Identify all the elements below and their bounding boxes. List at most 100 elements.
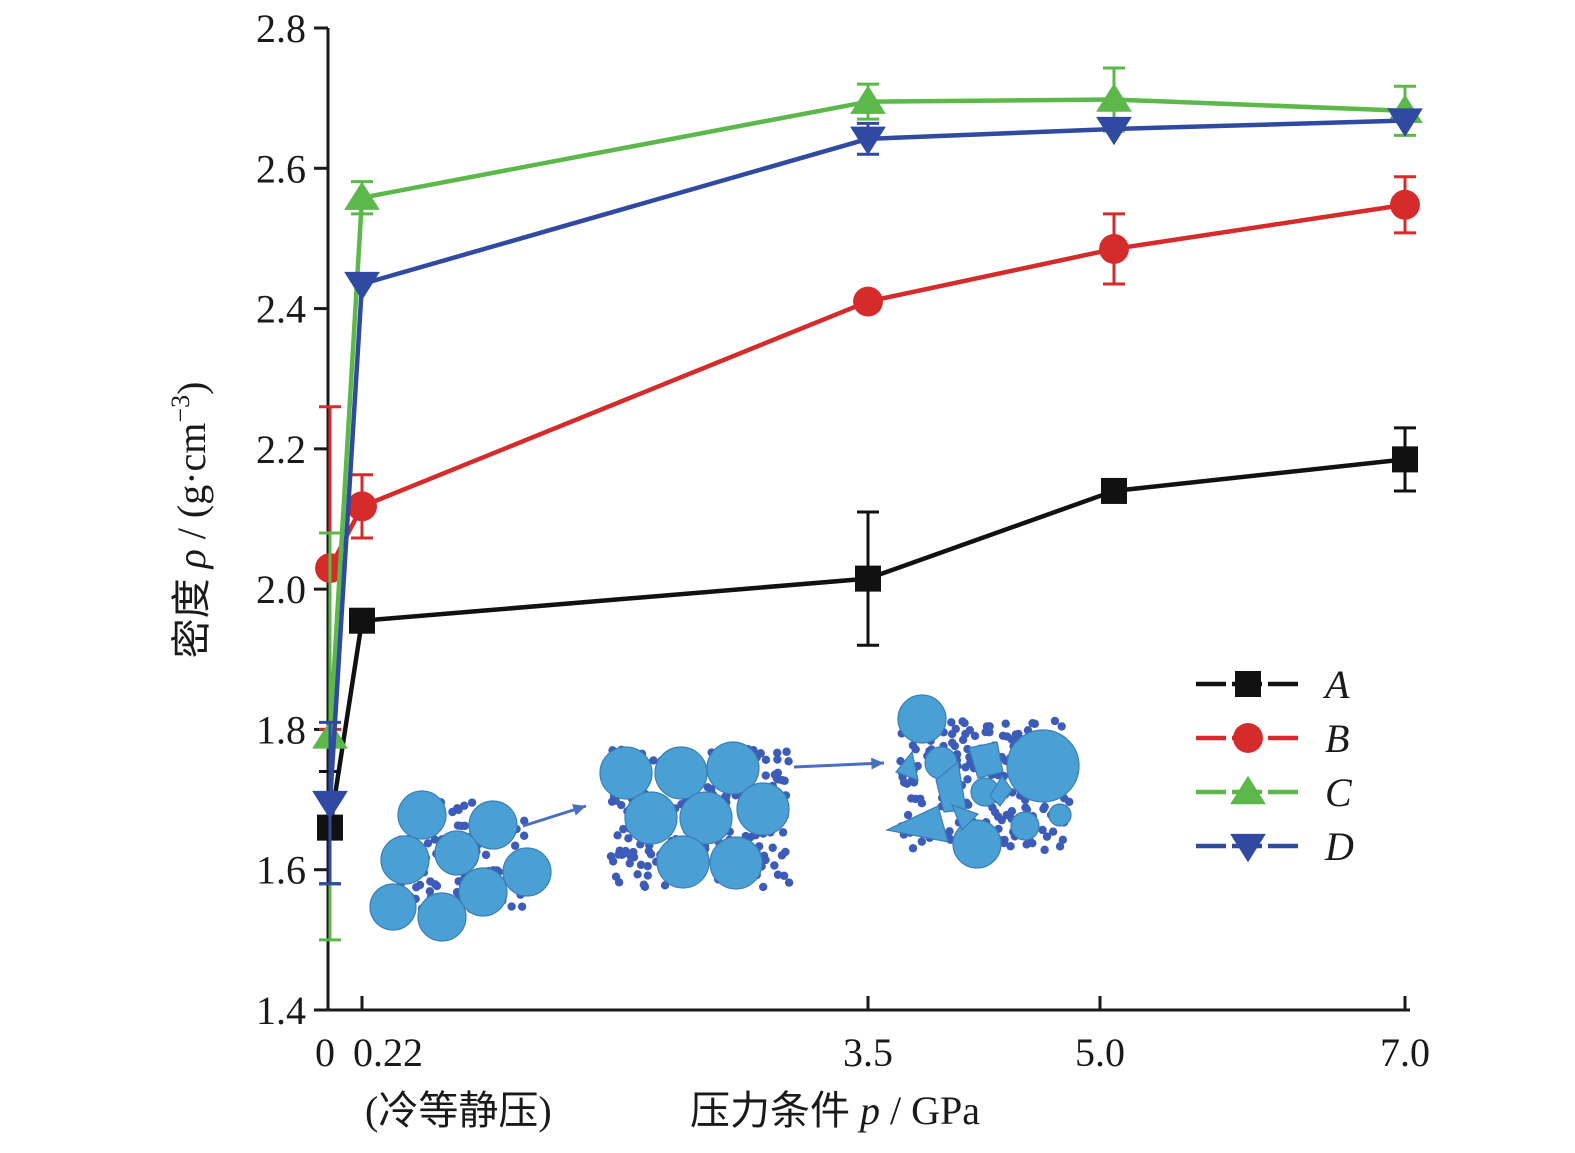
series-line-D	[327, 118, 1406, 804]
small-particle	[1050, 716, 1060, 726]
small-particle	[517, 902, 527, 911]
small-particle	[625, 859, 634, 868]
small-particle	[761, 771, 770, 780]
data-point-C	[1096, 83, 1132, 112]
data-point-B	[1390, 189, 1420, 220]
x-axis-title-symbol: p	[857, 1088, 880, 1133]
small-particle	[456, 821, 466, 831]
y-tick-label: 2.8	[256, 6, 306, 51]
fragment-particle	[885, 805, 949, 843]
small-particle	[1040, 802, 1049, 811]
y-axis-title-group: 密度 ρ / (g·cm−3)	[166, 382, 214, 659]
legend-marker	[1230, 775, 1266, 805]
small-particle	[507, 902, 516, 911]
small-particle	[1006, 842, 1015, 851]
fragment-particle	[989, 774, 1013, 807]
legend-label: C	[1325, 770, 1353, 815]
large-particle	[458, 867, 508, 917]
small-particle	[961, 763, 970, 772]
large-particle	[417, 892, 467, 942]
arrow-shaft	[793, 761, 885, 769]
y-axis-title-prefix: 密度	[169, 578, 214, 658]
small-particle	[412, 883, 421, 892]
large-particle	[434, 830, 480, 876]
y-axis-title-close: )	[169, 382, 214, 395]
small-particle	[945, 827, 954, 836]
legend-item-B: B	[1196, 716, 1349, 761]
data-point-D	[1096, 116, 1132, 146]
small-particle	[425, 887, 435, 896]
small-particle	[773, 870, 783, 879]
small-particle	[948, 738, 957, 747]
small-particle	[778, 828, 788, 837]
small-particle	[636, 860, 646, 870]
series-layer	[312, 66, 1423, 942]
small-particle	[519, 831, 529, 840]
y-tick-label: 2.2	[256, 427, 306, 472]
small-particle	[908, 844, 918, 853]
y-axis-title-unit: / (g·cm	[169, 423, 214, 550]
y-tick-label: 2.6	[256, 146, 306, 191]
small-particle	[965, 726, 975, 735]
small-particle	[639, 880, 649, 889]
small-particle	[621, 846, 630, 856]
legend-item-C: C	[1196, 770, 1353, 815]
y-tick-label: 2.0	[256, 567, 306, 612]
legend-marker	[1235, 671, 1261, 697]
small-particle	[624, 834, 633, 843]
y-tick-label: 1.6	[256, 848, 306, 893]
series-D	[312, 108, 1423, 886]
small-particle	[426, 877, 435, 886]
fragment-particle	[895, 750, 919, 781]
data-point-A	[855, 565, 881, 592]
small-particle	[1001, 719, 1010, 728]
small-particle	[768, 843, 777, 852]
small-particle	[1007, 735, 1017, 744]
legend-item-D: D	[1196, 824, 1354, 869]
small-particle	[958, 735, 968, 745]
small-particle	[629, 847, 638, 857]
x-tick-label: 7.0	[1380, 1030, 1430, 1075]
small-particle	[773, 748, 782, 758]
large-particle	[736, 782, 790, 836]
y-tick-label: 1.8	[256, 707, 306, 752]
data-point-B	[347, 491, 377, 522]
small-particle	[1038, 825, 1047, 835]
x-tick-label: 5.0	[1075, 1030, 1125, 1075]
packing-high-pressure	[885, 694, 1080, 869]
small-particle	[947, 718, 956, 727]
large-particle	[369, 883, 417, 931]
large-particle	[656, 835, 710, 889]
small-particle	[613, 831, 622, 840]
x-axis-title: 压力条件 p / GPa	[690, 1088, 980, 1133]
small-particle	[782, 747, 791, 756]
small-particle	[1022, 840, 1031, 849]
large-particle	[468, 800, 518, 850]
small-particle	[1058, 835, 1068, 845]
small-particle	[911, 794, 920, 804]
small-particle	[761, 855, 770, 865]
small-particle	[520, 816, 529, 826]
x-tick-label: 0	[315, 1030, 335, 1075]
arrow-head	[572, 804, 586, 816]
large-particle	[679, 791, 733, 845]
small-particle	[1028, 719, 1037, 728]
arrow-head	[871, 757, 884, 770]
small-particle	[1007, 807, 1017, 816]
small-particle	[423, 839, 433, 848]
data-point-A	[349, 607, 375, 634]
small-particle	[1048, 827, 1058, 836]
small-particle	[998, 731, 1008, 740]
large-particle	[1006, 729, 1080, 803]
data-point-C	[850, 85, 886, 114]
small-particle	[614, 850, 623, 859]
arrow-2	[793, 757, 885, 770]
y-tick-label: 1.4	[256, 988, 306, 1033]
data-point-B	[1099, 234, 1129, 264]
large-particle	[952, 819, 1002, 869]
y-axis-title-symbol: ρ	[169, 549, 214, 570]
x-tick-label: 3.5	[843, 1030, 893, 1075]
small-particle	[917, 837, 927, 846]
large-particle	[897, 694, 947, 744]
